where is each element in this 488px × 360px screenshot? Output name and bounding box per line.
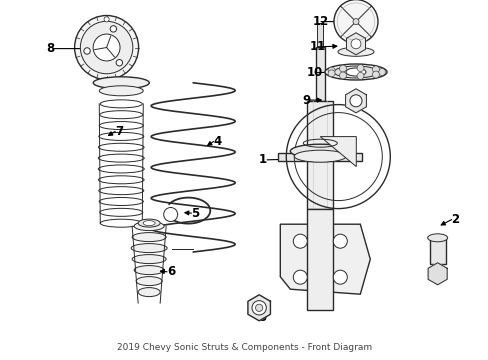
Polygon shape (320, 136, 356, 167)
Circle shape (293, 234, 306, 248)
Text: 8: 8 (46, 42, 55, 55)
Ellipse shape (132, 255, 166, 264)
Circle shape (116, 59, 122, 66)
Text: 2019 Chevy Sonic Struts & Components - Front Diagram: 2019 Chevy Sonic Struts & Components - F… (117, 343, 371, 352)
Polygon shape (345, 89, 366, 113)
Polygon shape (247, 295, 270, 321)
Circle shape (339, 65, 346, 72)
Ellipse shape (138, 219, 160, 227)
Ellipse shape (294, 150, 346, 162)
Ellipse shape (99, 86, 143, 96)
Text: 9: 9 (302, 94, 310, 107)
Text: 10: 10 (306, 66, 323, 79)
Bar (315, 47, 324, 101)
Circle shape (356, 72, 363, 80)
Bar (429, 236, 445, 264)
Text: 7: 7 (115, 125, 123, 138)
Text: 1: 1 (259, 153, 267, 166)
Ellipse shape (134, 266, 164, 275)
Ellipse shape (131, 244, 167, 253)
Ellipse shape (143, 221, 155, 226)
Bar (278, 153, 362, 161)
Bar (306, 209, 333, 310)
Text: 11: 11 (309, 40, 325, 53)
Ellipse shape (325, 64, 386, 80)
Circle shape (104, 17, 109, 22)
Ellipse shape (290, 144, 349, 158)
Ellipse shape (346, 68, 365, 76)
Text: 3: 3 (258, 311, 266, 324)
Ellipse shape (132, 233, 166, 242)
Text: 4: 4 (213, 135, 221, 148)
Ellipse shape (427, 234, 447, 242)
Circle shape (293, 270, 306, 284)
Ellipse shape (138, 288, 160, 297)
Circle shape (352, 19, 358, 24)
Circle shape (333, 270, 346, 284)
Polygon shape (280, 224, 369, 294)
Text: 2: 2 (450, 213, 459, 226)
Circle shape (356, 64, 363, 72)
Text: 12: 12 (312, 15, 328, 28)
Ellipse shape (337, 47, 373, 56)
Polygon shape (346, 33, 365, 55)
Circle shape (350, 39, 360, 49)
Circle shape (93, 34, 120, 61)
Circle shape (333, 0, 377, 44)
Circle shape (349, 95, 361, 107)
Circle shape (163, 207, 177, 221)
Bar (317, 23, 323, 47)
Ellipse shape (93, 77, 149, 89)
Ellipse shape (333, 66, 377, 78)
Circle shape (75, 15, 138, 80)
Circle shape (327, 67, 334, 74)
Polygon shape (427, 263, 446, 285)
Ellipse shape (136, 276, 162, 285)
Ellipse shape (134, 222, 164, 231)
Circle shape (80, 21, 133, 74)
Bar (306, 101, 333, 209)
Circle shape (339, 72, 346, 79)
Circle shape (378, 68, 385, 76)
Circle shape (110, 26, 116, 32)
Circle shape (372, 71, 379, 78)
Circle shape (255, 304, 262, 311)
Circle shape (83, 48, 90, 54)
Circle shape (327, 70, 334, 77)
Circle shape (251, 301, 266, 315)
Text: 6: 6 (166, 265, 175, 278)
Circle shape (372, 66, 379, 73)
Circle shape (333, 234, 346, 248)
Text: 5: 5 (191, 207, 199, 220)
